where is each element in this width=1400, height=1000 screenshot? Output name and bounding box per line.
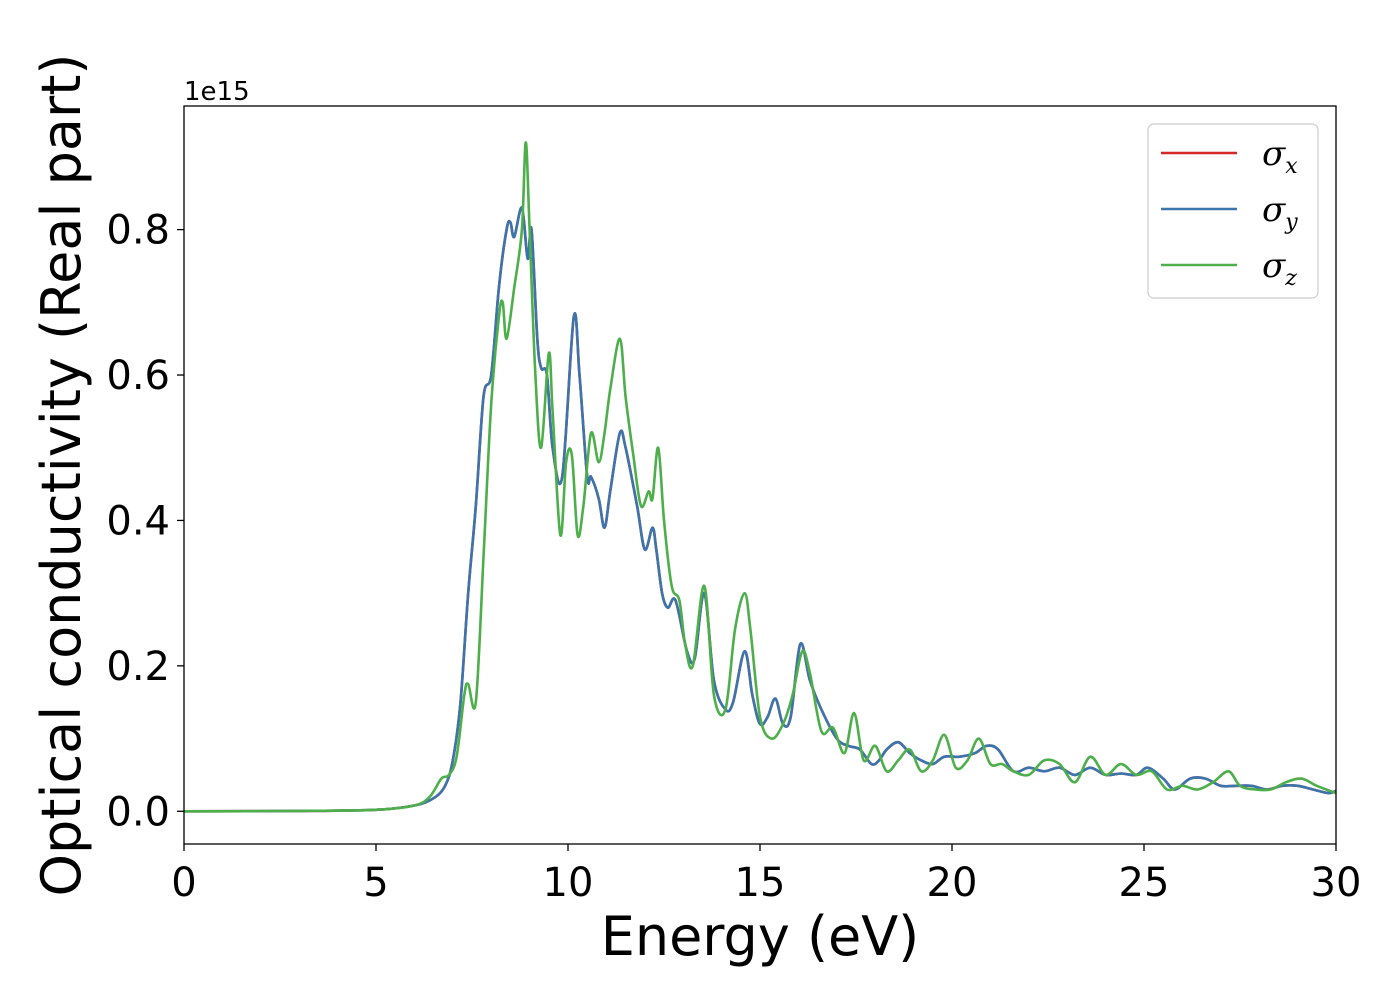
y-tick-label: 0.4 [106, 498, 170, 544]
y-tick-label: 0.0 [106, 789, 170, 835]
y-tick-label: 0.8 [106, 208, 170, 254]
x-tick-label: 10 [543, 860, 594, 906]
y-tick-label: 0.6 [106, 353, 170, 399]
legend-label-y: σy [1262, 190, 1298, 235]
legend-label-x: σx [1262, 134, 1298, 179]
x-tick-label: 30 [1311, 860, 1362, 906]
y-tick-label: 0.2 [106, 644, 170, 690]
x-tick-label: 20 [927, 860, 978, 906]
series-layer [184, 141, 1336, 813]
x-tick-label: 5 [363, 860, 388, 906]
y-axis-ticks: 0.0 0.2 0.4 0.6 0.8 [106, 208, 184, 835]
legend-frame [1147, 123, 1319, 299]
x-axis-title: Energy (eV) [601, 905, 920, 968]
x-axis-ticks: 0 5 10 15 20 25 30 [171, 844, 1361, 906]
x-tick-label: 15 [735, 860, 786, 906]
series-line-z [184, 141, 1336, 813]
y-offset-label: 1e15 [184, 77, 250, 107]
x-tick-label: 0 [171, 860, 196, 906]
x-tick-label: 25 [1119, 860, 1170, 906]
y-axis-title: Optical conductivity (Real part) [30, 54, 93, 897]
